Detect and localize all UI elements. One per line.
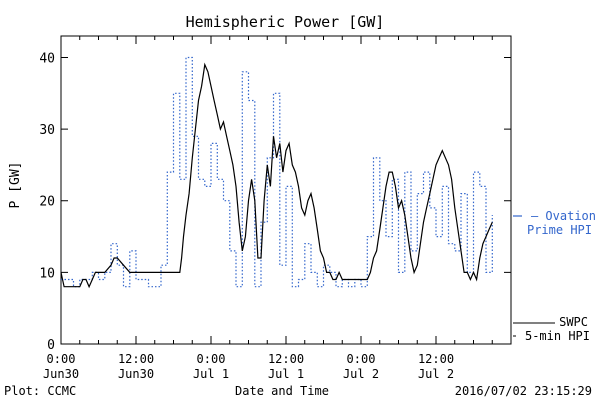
x-tick-label-time: 12:00 (118, 352, 154, 366)
y-tick-label: 30 (39, 123, 55, 138)
x-tick-label-time: 12:00 (268, 352, 304, 366)
chart-title: Hemispheric Power [GW] (186, 13, 385, 31)
y-axis-label: P [GW] (8, 162, 23, 209)
x-tick-label-date: Jul 1 (268, 367, 304, 381)
x-tick-label-date: Jul 1 (193, 367, 229, 381)
series-layer (60, 56, 493, 289)
x-tick-label-date: Jul 2 (343, 367, 379, 381)
plot-credit: Plot: CCMC (4, 384, 76, 398)
y-tick-label: 0 (47, 338, 55, 353)
legend-swpc-label-1: SWPC (559, 315, 588, 329)
x-tick-label-date: Jun30 (43, 367, 79, 381)
legend-swpc-label-2: 5-min HPI (525, 329, 590, 343)
legend-ovation-label-2: Prime HPI (527, 223, 592, 237)
y-tick-label: 40 (39, 51, 55, 66)
x-tick-label-time: 0:00 (47, 352, 76, 366)
x-tick-label-time: 12:00 (418, 352, 454, 366)
y-tick-label: 10 (39, 266, 55, 281)
x-tick-label-date: Jul 2 (418, 367, 454, 381)
x-tick-label-time: 0:00 (347, 352, 376, 366)
y-tick-label: 20 (39, 195, 55, 210)
plot-frame (60, 35, 512, 345)
x-axis-label: Date and Time (235, 384, 329, 398)
legend-ovation-label-1: – Ovation (531, 209, 596, 223)
x-tick-label-date: Jun30 (118, 367, 154, 381)
y-axis-ticks: 0 10 20 30 40 (39, 51, 511, 353)
swpc-hpi-line (60, 62, 493, 289)
plot-timestamp: 2016/07/02 23:15:29 (455, 384, 592, 398)
x-tick-label-time: 0:00 (197, 352, 226, 366)
ovation-prime-hpi-line (61, 56, 493, 288)
